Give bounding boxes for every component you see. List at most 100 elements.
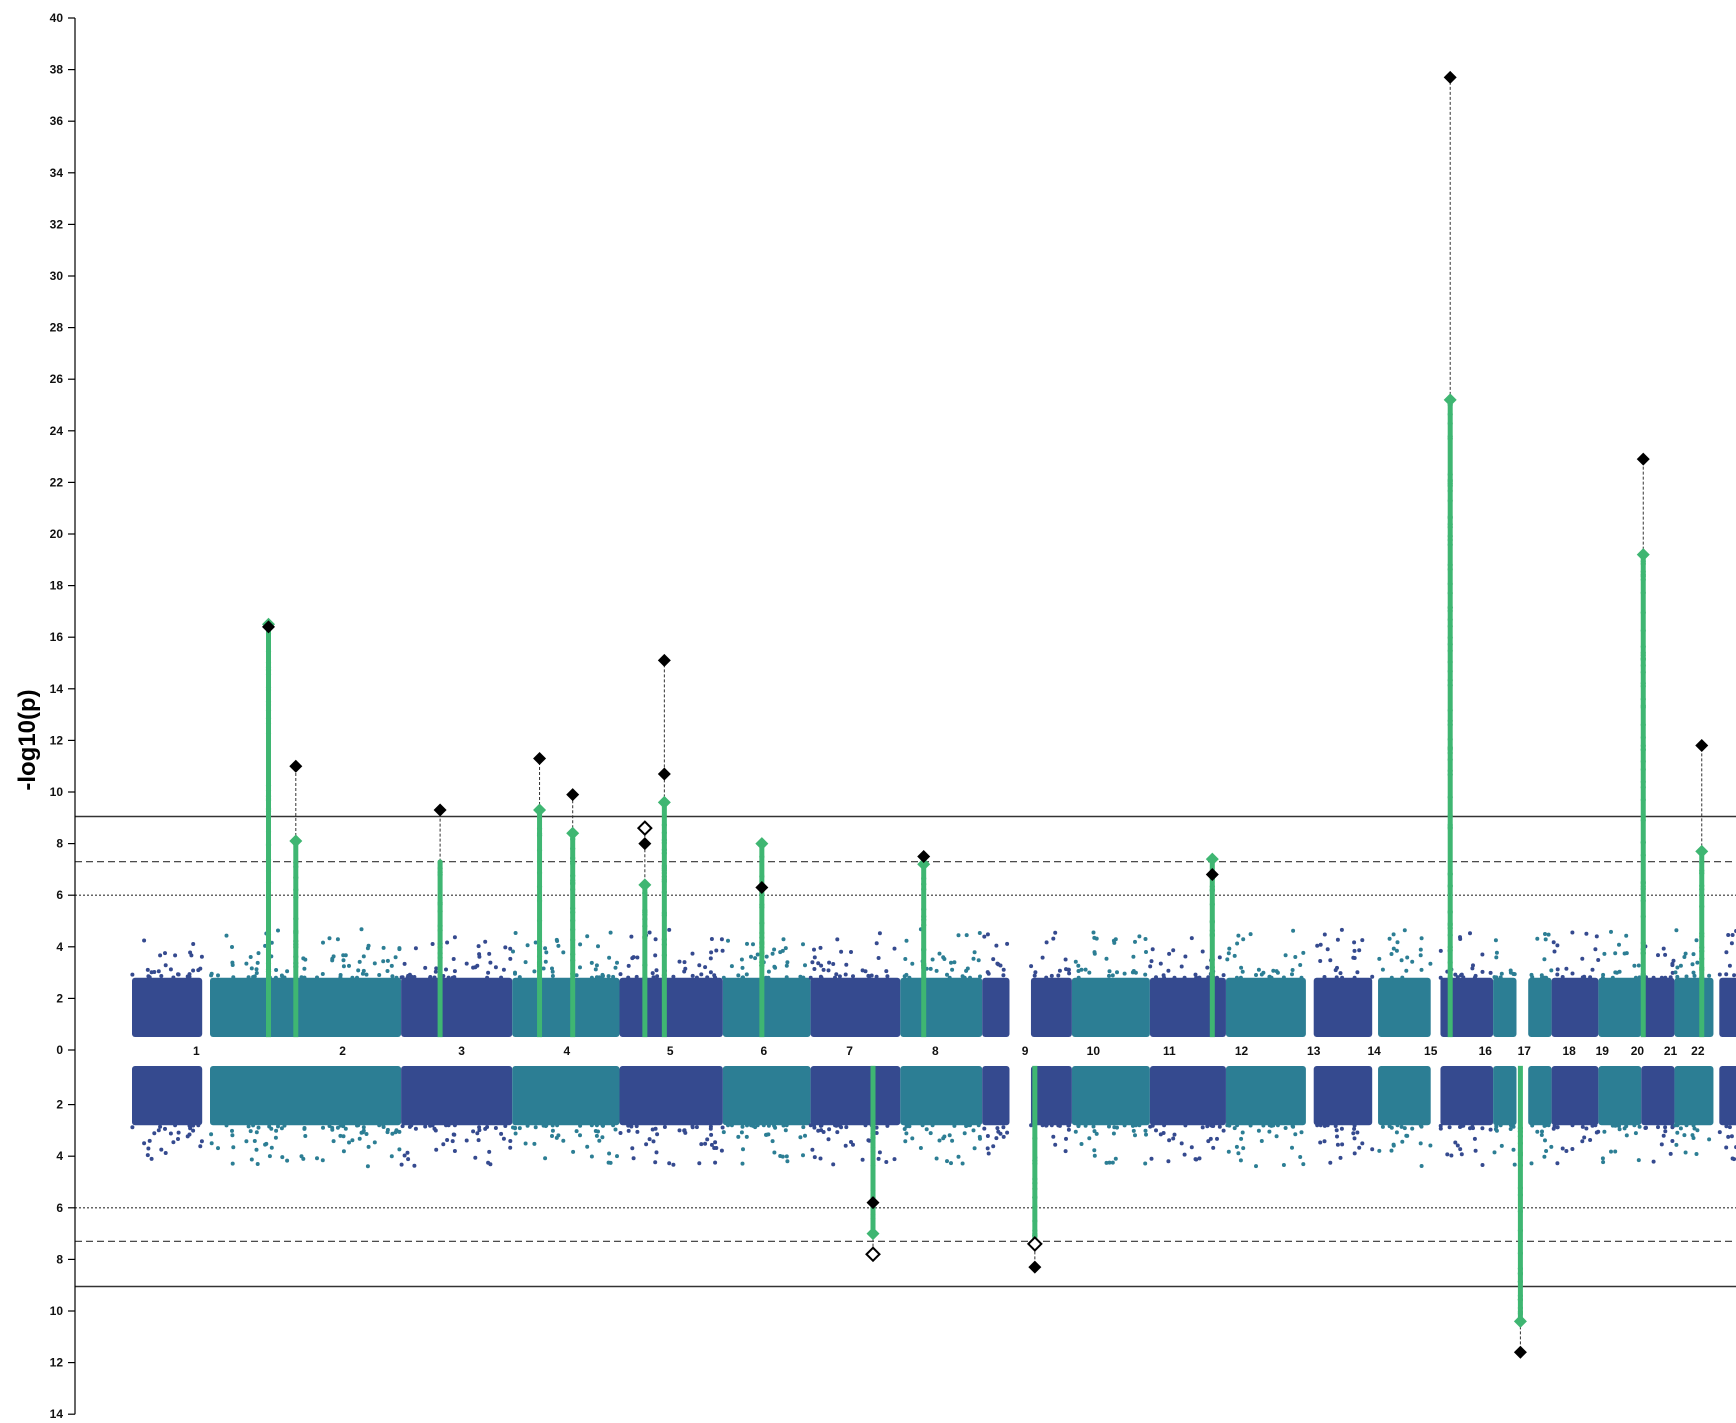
snp-point: [1211, 1124, 1216, 1128]
snp-point: [626, 1123, 631, 1128]
peak-snp-point: [265, 648, 272, 654]
snp-point: [444, 967, 448, 972]
peak-snp-point: [1447, 736, 1453, 743]
snp-point: [741, 1147, 745, 1152]
snp-point: [320, 1158, 325, 1163]
snp-point: [1232, 953, 1237, 958]
snp-point: [486, 1160, 491, 1165]
snp-point: [209, 1141, 214, 1146]
chromosome-label: 17: [1518, 1044, 1532, 1058]
snp-point: [1727, 963, 1732, 968]
snp-point: [653, 937, 658, 942]
snp-point: [356, 1123, 361, 1128]
peak-snp-point: [570, 855, 576, 861]
snp-point: [393, 1130, 398, 1135]
snp-point: [1580, 1124, 1585, 1129]
snp-point: [302, 975, 307, 980]
snp-point: [393, 955, 398, 960]
snp-point: [163, 963, 168, 968]
snp-point: [1211, 1145, 1216, 1150]
snp-point: [446, 975, 451, 980]
snp-point: [269, 1126, 274, 1131]
snp-point: [626, 963, 631, 968]
snp-point: [596, 944, 600, 949]
peak-snp-point: [1447, 883, 1453, 889]
snp-point: [1690, 962, 1695, 967]
snp-point: [1281, 975, 1286, 980]
snp-point: [191, 1128, 196, 1133]
snp-point: [341, 1149, 346, 1154]
snp-point: [1338, 1155, 1343, 1160]
snp-point: [1584, 1126, 1589, 1131]
snp-point: [928, 1131, 933, 1136]
snp-point: [655, 974, 660, 979]
snp-point: [149, 1156, 154, 1161]
snp-point: [1351, 955, 1356, 960]
chromosome-block-bottom: [210, 1066, 402, 1126]
peak-snp-point: [1640, 662, 1646, 669]
peak-snp-point: [1447, 718, 1453, 724]
peak-snp-point: [870, 1216, 876, 1222]
snp-point: [1340, 1142, 1345, 1147]
snp-point: [945, 972, 949, 977]
snp-point: [697, 963, 702, 968]
snp-point: [254, 967, 259, 972]
snp-point: [667, 1161, 672, 1166]
snp-point: [1692, 1126, 1697, 1131]
snp-point: [402, 1153, 407, 1158]
snp-point: [1299, 1130, 1304, 1135]
snp-point: [1182, 1152, 1187, 1157]
snp-point: [1656, 1125, 1660, 1130]
chromosome-label: 8: [932, 1044, 939, 1058]
snp-point: [1453, 972, 1458, 977]
peak-snp-point: [265, 969, 272, 975]
snp-point: [1695, 960, 1700, 965]
snp-point: [280, 1155, 285, 1160]
peak-snp-point: [536, 830, 543, 837]
peak-snp-point: [293, 875, 299, 881]
snp-point: [1335, 1134, 1339, 1139]
peak-snp-point: [1640, 758, 1646, 765]
snp-point: [1032, 973, 1037, 978]
snp-point: [356, 968, 361, 973]
snp-point: [1663, 975, 1668, 980]
snp-point: [246, 1124, 251, 1129]
snp-point: [635, 955, 640, 960]
snp-point: [1380, 967, 1385, 972]
peak-snp-point: [661, 850, 667, 856]
snp-point: [708, 1124, 713, 1129]
snp-point: [1083, 1123, 1088, 1128]
snp-point: [1110, 973, 1115, 978]
snp-point: [884, 969, 889, 974]
snp-point: [1299, 975, 1304, 980]
snp-point: [216, 973, 220, 978]
snp-point: [1092, 951, 1097, 956]
peak-snp-point: [1640, 971, 1646, 977]
snp-point: [1166, 968, 1171, 973]
peak-snp-point: [1209, 970, 1215, 977]
snp-point: [1675, 965, 1680, 970]
peak-snp-point: [437, 972, 443, 978]
snp-point: [751, 1123, 755, 1128]
peak-snp-point: [1640, 852, 1646, 858]
peak-snp-point: [1447, 794, 1453, 800]
snp-point: [1564, 1149, 1569, 1153]
snp-point: [1471, 963, 1475, 968]
snp-point: [719, 1148, 724, 1153]
snp-point: [1729, 1134, 1734, 1139]
snp-point: [644, 1142, 649, 1147]
snp-point: [1668, 975, 1673, 980]
snp-point: [1580, 956, 1585, 961]
snp-point: [1560, 975, 1565, 979]
chromosome-block-top: [1493, 977, 1517, 1037]
peak-snp-point: [1640, 696, 1646, 702]
snp-point: [618, 972, 623, 977]
snp-point: [1637, 975, 1642, 980]
snp-point: [381, 959, 386, 964]
peak-snp-point: [265, 939, 272, 945]
snp-point: [488, 960, 493, 965]
peak-snp-point: [1517, 1293, 1523, 1299]
snp-point: [784, 1123, 789, 1128]
peak-snp-point: [293, 928, 299, 934]
snp-point: [1130, 1123, 1135, 1128]
